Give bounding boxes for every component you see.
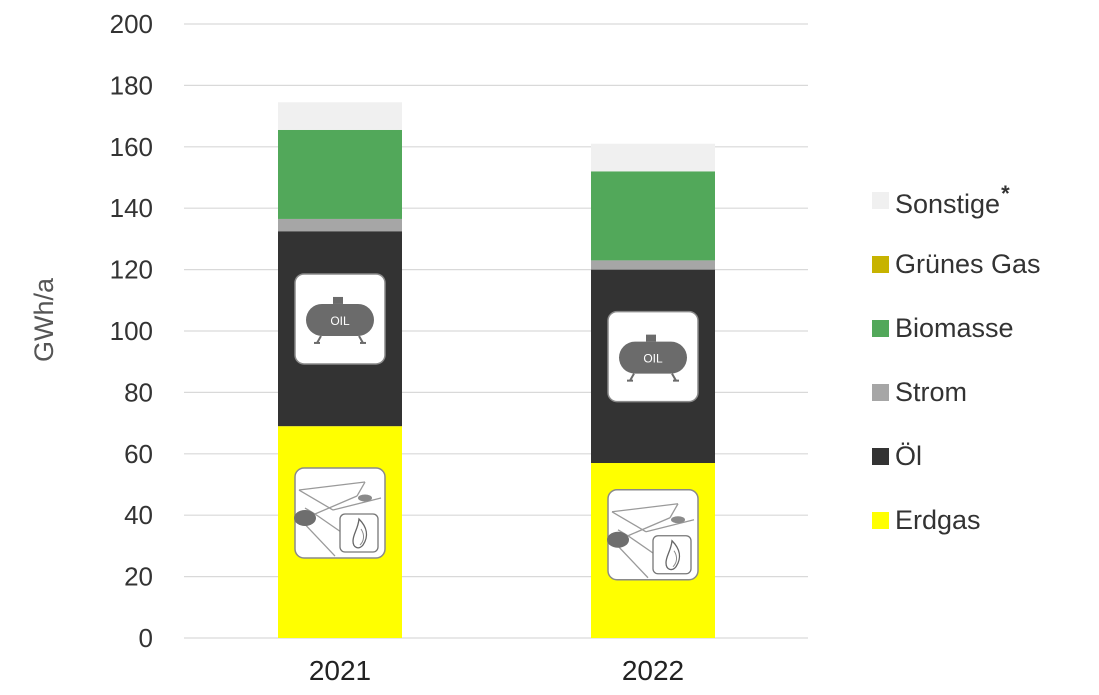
oil-tank-icon: OIL (294, 273, 386, 365)
bars: OIL OIL (278, 102, 715, 638)
y-tick-label: 140 (110, 193, 153, 223)
y-tick-label: 180 (110, 70, 153, 100)
legend-item: Strom (872, 360, 1041, 424)
legend-swatch (872, 447, 889, 465)
bar-segment-biomasse (591, 171, 715, 261)
legend-item: Erdgas (872, 488, 1041, 552)
bar-segment-biomasse (278, 129, 402, 219)
legend-label: Öl (895, 440, 922, 471)
bar-segment-sonstige (278, 102, 402, 130)
bar-stack-2022: OIL (591, 143, 715, 638)
x-axis-ticks: 2021 2022 (309, 655, 684, 686)
gas-network-flame-icon (294, 467, 386, 559)
legend-item: Sonstige* (872, 168, 1041, 232)
legend-label: Grünes Gas (895, 248, 1041, 279)
gas-network-flame-icon (607, 489, 699, 581)
legend-item: Öl (872, 424, 1041, 488)
legend-swatch (872, 511, 889, 529)
legend-label: Biomasse (895, 312, 1014, 343)
legend-item: Biomasse (872, 296, 1041, 360)
legend-swatch (872, 319, 889, 337)
y-axis-label: GWh/a (29, 277, 59, 362)
legend-item: Grünes Gas (872, 232, 1041, 296)
legend-label: Sonstige* (895, 180, 1010, 219)
x-tick-label: 2021 (309, 655, 371, 686)
y-tick-label: 200 (110, 9, 153, 39)
legend-swatch (872, 383, 889, 401)
oil-icon-label: OIL (330, 314, 350, 328)
oil-icon-label: OIL (643, 352, 663, 366)
legend-label: Strom (895, 376, 968, 407)
legend-label: Erdgas (895, 504, 981, 535)
y-tick-label: 80 (124, 377, 153, 407)
bar-stack-2021: OIL (278, 102, 402, 638)
y-tick-label: 100 (110, 316, 153, 346)
y-axis-ticks: 0 20 40 60 80 100 120 140 160 180 200 (110, 9, 153, 653)
y-tick-label: 120 (110, 255, 153, 285)
bar-segment-strom (278, 218, 402, 232)
legend-swatch (872, 255, 889, 273)
y-tick-label: 20 (124, 562, 153, 592)
bar-segment-strom (591, 260, 715, 270)
y-tick-label: 160 (110, 132, 153, 162)
legend-swatch (872, 191, 889, 209)
oil-tank-icon: OIL (607, 310, 699, 403)
y-tick-label: 60 (124, 439, 153, 469)
bar-segment-sonstige (591, 143, 715, 172)
y-tick-label: 0 (139, 623, 153, 653)
x-tick-label: 2022 (622, 655, 684, 686)
legend: Sonstige* Grünes Gas Biomasse Strom Öl Erdgas (872, 168, 1041, 552)
y-tick-label: 40 (124, 500, 153, 530)
footnote-mark: * (1001, 180, 1010, 206)
